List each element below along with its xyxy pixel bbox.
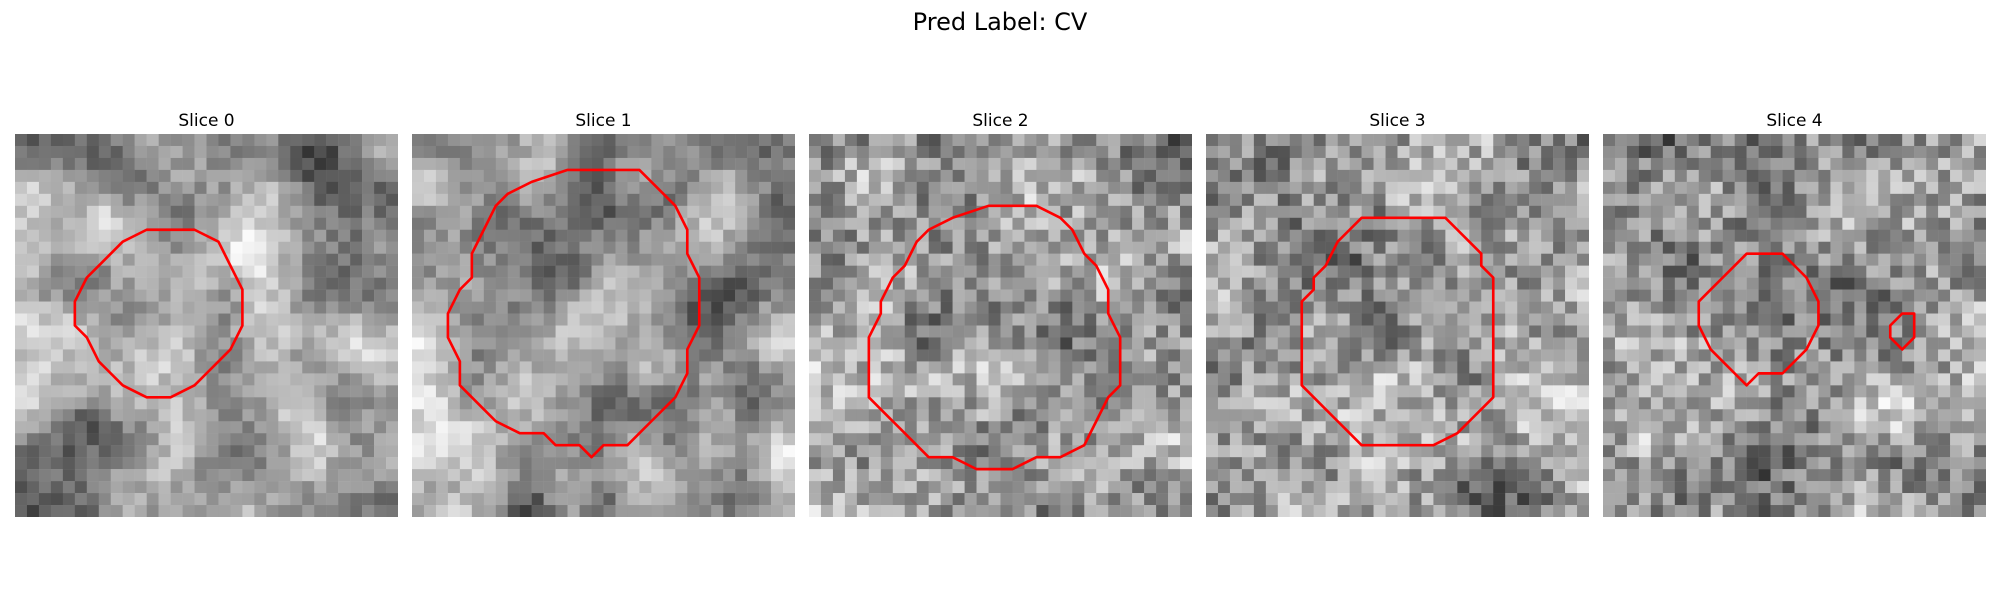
segmentation-contour xyxy=(1888,312,1916,351)
segmentation-contour xyxy=(1300,216,1495,447)
slice-title: Slice 4 xyxy=(1766,111,1823,131)
slice-image-1 xyxy=(412,134,795,517)
slice-title: Slice 1 xyxy=(575,111,632,131)
slice-panel-0: Slice 0 xyxy=(15,110,398,517)
slice-title: Slice 2 xyxy=(972,111,1029,131)
slice-title: Slice 0 xyxy=(178,111,235,131)
segmentation-contour xyxy=(867,204,1122,471)
slice-title: Slice 3 xyxy=(1369,111,1426,131)
slice-panel-3: Slice 3 xyxy=(1206,110,1589,517)
segmentation-contour xyxy=(1697,252,1820,387)
slice-image-3 xyxy=(1206,134,1589,517)
segmentation-contour xyxy=(446,168,701,459)
slice-panel-1: Slice 1 xyxy=(412,110,795,517)
slice-image-2 xyxy=(809,134,1192,517)
segmentation-contour xyxy=(73,228,244,399)
slice-panel-2: Slice 2 xyxy=(809,110,1192,517)
figure-title: Pred Label: CV xyxy=(912,8,1088,36)
slice-image-0 xyxy=(15,134,398,517)
slice-panel-4: Slice 4 xyxy=(1603,110,1986,517)
slice-image-4 xyxy=(1603,134,1986,517)
